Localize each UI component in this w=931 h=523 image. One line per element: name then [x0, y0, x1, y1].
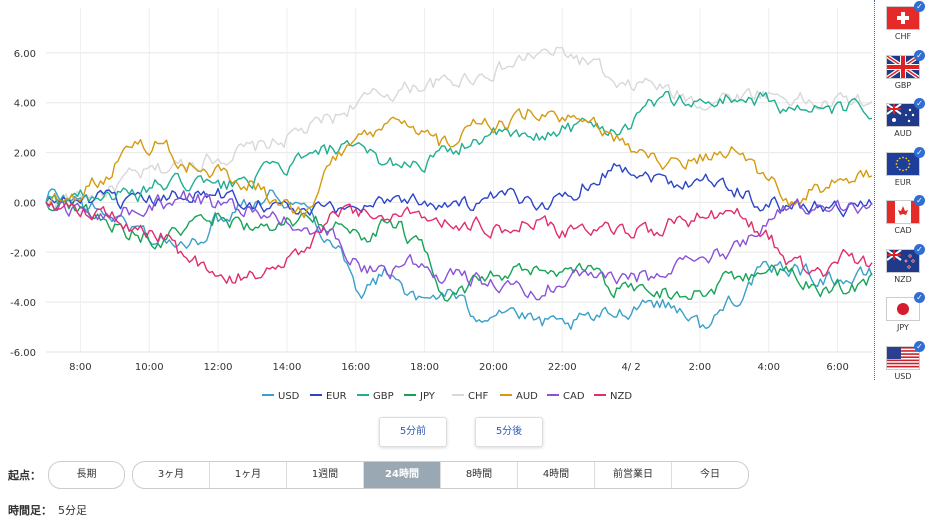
y-tick-label: 6.00 — [14, 49, 36, 60]
currency-code-label: NZD — [894, 274, 912, 284]
legend-label-usd[interactable]: USD — [278, 391, 300, 402]
range-option[interactable]: 1ヶ月 — [210, 462, 287, 488]
series-line-aud — [45, 108, 873, 219]
legend-label-aud[interactable]: AUD — [516, 391, 538, 402]
currency-code-label: JPY — [897, 323, 909, 332]
x-tick-label: 20:00 — [479, 362, 508, 373]
origin-label: 起点： — [8, 469, 41, 482]
currency-toggle-cad[interactable]: ✓ CAD — [885, 195, 925, 235]
check-icon: ✓ — [914, 1, 925, 12]
currency-toggle-chf[interactable]: ✓ CHF — [885, 1, 925, 41]
currency-toggle-eur[interactable]: ✓ EUR — [885, 146, 925, 187]
y-tick-label: -4.00 — [10, 298, 36, 309]
chart-series-lines — [45, 46, 873, 330]
flag-ca-icon: ✓ — [886, 195, 925, 224]
range-option[interactable]: 4時間 — [518, 462, 595, 488]
currency-code-label: AUD — [894, 129, 912, 138]
legend-label-jpy[interactable]: JPY — [419, 391, 436, 402]
series-line-gbp — [45, 90, 873, 204]
currency-toggle-usd[interactable]: ✓ USD — [885, 340, 925, 381]
range-selector: 3ヶ月 1ヶ月 1週間 24時間 8時間 4時間 前営業日 今日 — [132, 461, 749, 489]
check-icon: ✓ — [914, 49, 925, 61]
x-tick-label: 16:00 — [341, 362, 370, 373]
legend-label-chf[interactable]: CHF — [468, 391, 489, 402]
currency-strength-chart: 6.00 4.00 2.00 0.00 -2.00 -4.00 -6.00 8:00 10:0… — [10, 8, 873, 402]
currency-code-label: GBP — [894, 80, 912, 90]
series-line-nzd — [45, 201, 873, 284]
x-tick-label: 18:00 — [410, 362, 439, 373]
currency-code-label: CHF — [894, 32, 912, 41]
legend-label-gbp[interactable]: GBP — [373, 391, 394, 402]
range-option[interactable]: 8時間 — [441, 462, 518, 488]
series-line-chf — [45, 46, 873, 210]
y-tick-label: -6.00 — [10, 348, 36, 359]
check-icon: ✓ — [914, 195, 925, 206]
currency-toggle-aud[interactable]: ✓ AUD — [885, 98, 925, 138]
x-tick-label: 10:00 — [135, 362, 164, 373]
series-line-usd — [45, 188, 873, 330]
currency-code-label: CAD — [894, 226, 912, 235]
prev-5min-button[interactable]: 5分前 — [379, 417, 447, 447]
legend-label-eur[interactable]: EUR — [326, 391, 347, 402]
y-axis-labels: 6.00 4.00 2.00 0.00 -2.00 -4.00 -6.00 — [10, 49, 36, 359]
series-line-jpy — [45, 198, 873, 302]
legend-label-nzd[interactable]: NZD — [610, 391, 632, 402]
chart-legend: USD EUR GBP JPY CHF AUD CAD NZD — [262, 391, 632, 402]
flag-jp-icon: ✓ — [886, 292, 925, 321]
y-tick-label: 0.00 — [14, 198, 36, 209]
x-tick-label: 14:00 — [273, 362, 302, 373]
x-tick-label: 8:00 — [69, 362, 91, 373]
legend-label-cad[interactable]: CAD — [563, 391, 585, 402]
currency-toggle-jpy[interactable]: ✓ JPY — [885, 292, 925, 332]
x-tick-label: 2:00 — [689, 362, 711, 373]
x-tick-label: 12:00 — [204, 362, 233, 373]
range-option[interactable]: 今日 — [700, 469, 720, 480]
timeframe-value: 5分足 — [58, 504, 87, 517]
range-option[interactable]: 24時間 — [364, 462, 441, 488]
next-5min-button[interactable]: 5分後 — [475, 417, 543, 447]
check-icon: ✓ — [914, 98, 925, 109]
currency-code-label: EUR — [894, 177, 912, 187]
flag-gb-icon: ✓ — [885, 49, 925, 80]
x-tick-label: 4/ 2 — [621, 362, 640, 373]
currency-flag-panel: ✓ CHF ✓ GBP ✓ AUD ✓ EUR ✓ CAD ✓ NZD ✓ JPY ✓ USD — [874, 0, 931, 381]
y-tick-label: 4.00 — [14, 99, 36, 110]
y-tick-label: -2.00 — [10, 248, 36, 259]
check-icon: ✓ — [914, 340, 925, 352]
range-option[interactable]: 3ヶ月 — [133, 462, 210, 488]
range-option[interactable]: 1週間 — [287, 462, 364, 488]
check-icon: ✓ — [914, 292, 925, 303]
x-tick-label: 6:00 — [826, 362, 848, 373]
long-term-button[interactable]: 長期 — [48, 461, 125, 489]
series-line-eur — [45, 163, 873, 218]
flag-us-icon: ✓ — [886, 340, 925, 370]
series-line-cad — [45, 190, 873, 301]
timeframe-label: 時間足： — [8, 504, 52, 517]
flag-ch-icon: ✓ — [886, 1, 925, 30]
range-option[interactable]: 前営業日 — [595, 462, 672, 488]
y-tick-label: 2.00 — [14, 149, 36, 160]
currency-code-label: USD — [894, 371, 912, 381]
check-icon: ✓ — [914, 146, 925, 158]
x-tick-label: 22:00 — [548, 362, 577, 373]
flag-au-icon: ✓ — [886, 98, 925, 127]
currency-toggle-nzd[interactable]: ✓ NZD — [885, 243, 925, 284]
x-axis-labels: 8:00 10:00 12:00 14:00 16:00 18:00 20:00 22:00 4… — [69, 362, 849, 373]
check-icon: ✓ — [914, 243, 925, 255]
currency-toggle-gbp[interactable]: ✓ GBP — [885, 49, 925, 90]
x-tick-label: 4:00 — [758, 362, 780, 373]
flag-nz-icon: ✓ — [886, 243, 925, 273]
flag-eu-icon: ✓ — [886, 146, 925, 176]
